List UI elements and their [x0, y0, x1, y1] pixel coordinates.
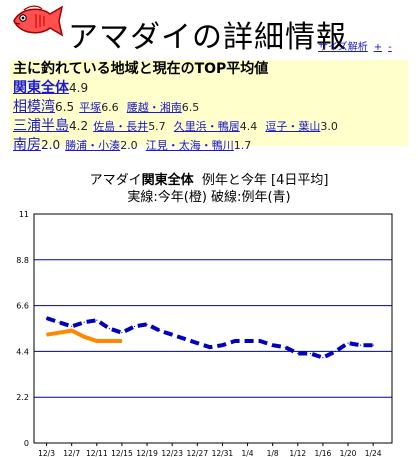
- summary-heading: 主に釣れている地域と現在のTOP平均値: [13, 61, 269, 77]
- data-point: [159, 329, 161, 332]
- region-link-kanto[interactable]: 関東全体: [13, 80, 69, 96]
- area-value: 6.6: [101, 101, 119, 114]
- area-link[interactable]: 平塚: [79, 101, 102, 114]
- region-value: 2.0: [41, 138, 61, 152]
- chart-title: アマダイ関東全体 例年と今年 [4日平均] 実線:今年(橙) 破線:例年(青): [0, 172, 418, 206]
- x-tick-label: 1/20: [340, 449, 357, 457]
- data-point: [184, 338, 186, 340]
- data-point: [108, 327, 110, 330]
- plot-frame: [33, 213, 393, 444]
- data-point: [284, 346, 286, 348]
- region-link-miura[interactable]: 三浦半島: [13, 118, 69, 134]
- data-point: [133, 325, 136, 328]
- region-summary: 主に釣れている地域と現在のTOP平均値 関東全体4.9 相模湾6.5 平塚6.6…: [10, 60, 408, 153]
- region-row: 南房2.0 勝浦・小湊2.0 江見・太海・鴨川1.7: [13, 135, 408, 154]
- data-point: [71, 329, 73, 332]
- data-point: [58, 321, 60, 323]
- size-analysis-link[interactable]: サイズ解析: [318, 42, 368, 53]
- data-point: [146, 323, 148, 325]
- data-point: [322, 357, 324, 359]
- x-tick-label: 12/31: [212, 449, 234, 457]
- area-value: 5.7: [148, 120, 166, 133]
- data-point: [246, 340, 249, 342]
- chart-title-rest: 例年と今年 [4日平均]: [201, 173, 329, 188]
- page-title: アマダイの詳細情報: [68, 20, 347, 55]
- area-value: 2.0: [120, 139, 138, 152]
- x-tick-label: 12/15: [111, 449, 133, 457]
- region-link-sagami[interactable]: 相模湾: [13, 99, 55, 115]
- data-point: [359, 344, 362, 346]
- red-fish-icon: [13, 5, 64, 37]
- y-tick-label: 0: [24, 439, 29, 448]
- data-point: [372, 344, 374, 346]
- region-row: 相模湾6.5 平塚6.6 腰越・湘南6.5: [13, 97, 408, 116]
- region-link-minamiboso[interactable]: 南房: [13, 137, 41, 153]
- data-point: [259, 340, 261, 342]
- data-point: [58, 332, 60, 334]
- data-point: [309, 352, 311, 355]
- y-tick-label: 2.2: [16, 393, 29, 402]
- zoom-in-link[interactable]: +: [373, 42, 383, 53]
- y-tick-label: 4.4: [16, 347, 29, 356]
- data-point: [96, 319, 98, 321]
- data-point: [297, 352, 299, 355]
- data-point: [209, 346, 211, 348]
- data-point: [71, 325, 73, 328]
- series-line-this-year: [46, 328, 122, 343]
- x-tick-label: 12/27: [186, 449, 208, 457]
- x-tick-label: 12/11: [86, 449, 108, 457]
- region-value: 4.2: [69, 119, 89, 133]
- x-tick-label: 1/12: [289, 449, 306, 457]
- x-tick-label: 1/4: [242, 449, 254, 457]
- y-tick-label: 6.6: [16, 302, 29, 311]
- data-point: [121, 340, 123, 342]
- data-point: [96, 340, 98, 342]
- x-tick-label: 12/3: [38, 449, 55, 457]
- area-link[interactable]: 勝浦・小湊: [65, 139, 121, 152]
- x-tick-label: 12/23: [161, 449, 183, 457]
- data-point: [45, 334, 48, 336]
- data-point: [334, 350, 337, 352]
- data-point: [221, 344, 224, 346]
- area-link[interactable]: 佐島・長井: [93, 120, 149, 133]
- line-chart: 02.24.46.68.811 12/3 12/7 12/11 12/15 12/19 1…: [16, 210, 393, 457]
- area-link[interactable]: 江見・太海・鴨川: [145, 139, 234, 152]
- x-tick-label: 12/7: [63, 449, 80, 457]
- data-point: [347, 342, 349, 344]
- area-link[interactable]: 久里浜・鴨居: [173, 120, 240, 133]
- region-row: 三浦半島4.2 佐島・長井5.7 久里浜・鴨居4.4 逗子・葉山3.0: [13, 116, 408, 135]
- chart-title-fish: アマダイ: [89, 173, 142, 188]
- data-point: [83, 321, 85, 323]
- data-point: [196, 342, 198, 344]
- area-value: 3.0: [320, 120, 338, 133]
- chart-title-region: 関東全体: [141, 173, 194, 188]
- data-point: [234, 340, 236, 342]
- x-tick-label: 1/16: [314, 449, 331, 457]
- data-point: [45, 317, 48, 319]
- page-header: アマダイの詳細情報 サイズ解析 + -: [0, 0, 418, 60]
- area-value: 6.5: [181, 101, 200, 114]
- y-tick-label: 11: [19, 210, 29, 219]
- area-link[interactable]: 腰越・湘南: [126, 101, 182, 114]
- region-value: 4.9: [69, 81, 89, 95]
- chart-subtitle: 実線:今年(橙) 破線:例年(青): [127, 190, 291, 205]
- y-tick-label: 8.8: [16, 256, 29, 265]
- region-row: 関東全体4.9: [13, 78, 408, 97]
- x-tick-label: 12/19: [136, 449, 158, 457]
- data-point: [108, 340, 110, 342]
- data-point: [272, 344, 274, 346]
- area-value: 4.4: [239, 120, 258, 133]
- top-links: サイズ解析 + -: [318, 38, 398, 53]
- zoom-out-link[interactable]: -: [388, 42, 392, 53]
- region-value: 6.5: [55, 100, 75, 114]
- data-point: [83, 336, 85, 338]
- data-point: [171, 334, 173, 336]
- area-value: 1.7: [233, 139, 252, 152]
- x-tick-label: 1/24: [365, 449, 382, 457]
- x-tick-label: 1/8: [267, 449, 279, 457]
- area-link[interactable]: 逗子・葉山: [265, 120, 321, 133]
- data-point: [121, 332, 123, 334]
